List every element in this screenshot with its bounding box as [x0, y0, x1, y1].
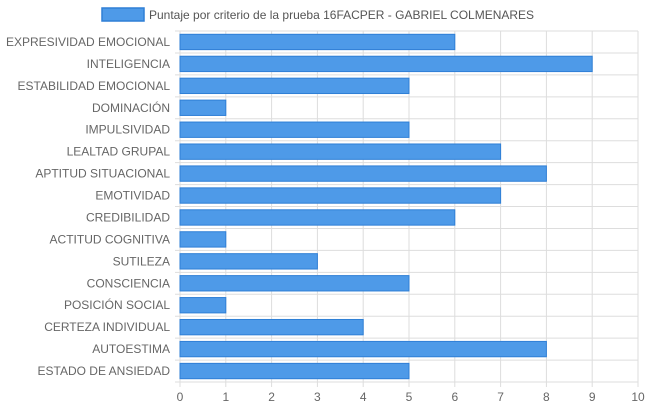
bar[interactable] [179, 99, 227, 116]
category-label: ESTABILIDAD EMOCIONAL [18, 79, 171, 93]
category-label: CONSCIENCIA [87, 276, 170, 290]
category-label: AUTOESTIMA [92, 342, 170, 356]
category-label: IMPULSIVIDAD [85, 123, 170, 137]
bar[interactable] [179, 55, 593, 73]
category-label: SUTILEZA [113, 254, 170, 268]
legend-label: Puntaje por criterio de la prueba 16FACP… [149, 8, 534, 22]
category-label: APTITUD SITUACIONAL [35, 167, 170, 181]
category-label: ESTADO DE ANSIEDAD [38, 364, 171, 378]
x-tick-label: 1 [222, 390, 229, 404]
bar[interactable] [179, 33, 456, 51]
category-labels: EXPRESIVIDAD EMOCIONAL INTELIGENCIA ESTABI… [6, 35, 170, 378]
x-tick-label: 2 [268, 390, 275, 404]
bars [179, 33, 593, 380]
category-label: CERTEZA INDIVIDUAL [44, 320, 170, 334]
bar[interactable] [179, 165, 547, 182]
bar[interactable] [179, 121, 410, 138]
x-tick-label: 6 [451, 390, 458, 404]
bar[interactable] [179, 143, 502, 160]
category-label: DOMINACIÓN [92, 100, 170, 115]
category-label: EMOTIVIDAD [95, 189, 170, 203]
x-tick-labels: 0 1 2 3 4 5 6 7 8 9 10 [177, 390, 645, 404]
x-tick-label: 3 [314, 390, 321, 404]
x-tick-label: 7 [497, 390, 504, 404]
bar[interactable] [179, 318, 364, 336]
bar[interactable] [179, 231, 227, 248]
bar[interactable] [179, 297, 227, 314]
legend[interactable]: Puntaje por criterio de la prueba 16FACP… [101, 7, 534, 22]
category-label: ACTITUD COGNITIVA [50, 232, 170, 246]
x-tick-label: 4 [360, 390, 367, 404]
x-tick-label: 5 [406, 390, 413, 404]
category-label: LEALTAD GRUPAL [67, 145, 171, 159]
legend-swatch [101, 7, 145, 22]
category-label: EXPRESIVIDAD EMOCIONAL [6, 35, 170, 49]
bar[interactable] [179, 362, 410, 380]
x-tick-label: 9 [589, 390, 596, 404]
bar[interactable] [179, 275, 410, 292]
category-label: POSICIÓN SOCIAL [64, 297, 170, 312]
x-tick-label: 0 [177, 390, 184, 404]
bar[interactable] [179, 253, 318, 270]
bar[interactable] [179, 340, 547, 358]
category-label: CREDIBILIDAD [86, 210, 170, 224]
bar[interactable] [179, 187, 502, 204]
x-tick-label: 10 [631, 390, 645, 404]
x-tick-label: 8 [543, 390, 550, 404]
bar[interactable] [179, 77, 410, 95]
bar[interactable] [179, 209, 456, 226]
category-label: INTELIGENCIA [87, 57, 170, 71]
